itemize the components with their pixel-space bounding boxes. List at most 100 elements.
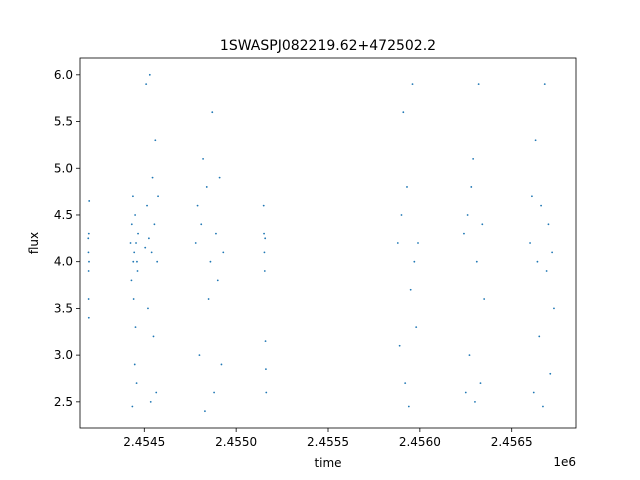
data-point: [129, 242, 132, 244]
data-point: [137, 232, 139, 235]
data-point: [146, 204, 148, 207]
data-point: [413, 260, 416, 263]
data-point: [400, 214, 403, 216]
data-point: [131, 405, 134, 408]
data-point: [417, 242, 419, 244]
data-point: [155, 391, 158, 394]
x-tick-label: 2.4550: [215, 435, 257, 449]
data-point: [470, 186, 473, 188]
data-point: [402, 111, 405, 114]
data-point: [147, 237, 150, 240]
data-point: [196, 204, 199, 207]
data-point: [468, 354, 471, 357]
data-point: [135, 382, 138, 385]
data-point: [218, 176, 221, 179]
y-tick-label: 3.0: [54, 348, 73, 362]
data-point: [88, 260, 90, 263]
data-point: [538, 335, 541, 338]
data-point: [466, 214, 469, 216]
data-point: [87, 251, 90, 254]
data-point: [477, 83, 480, 86]
data-point: [133, 363, 136, 366]
data-point: [475, 260, 478, 263]
data-point: [549, 372, 552, 375]
y-tick-label: 6.0: [54, 68, 73, 82]
data-point: [205, 186, 208, 188]
data-point: [136, 270, 139, 272]
y-tick-label: 5.5: [54, 115, 73, 129]
y-tick-label: 5.0: [54, 161, 73, 175]
data-point: [265, 391, 268, 394]
data-point: [398, 344, 401, 347]
data-point: [396, 242, 399, 244]
data-point: [404, 382, 407, 385]
data-point: [145, 83, 148, 86]
data-point: [409, 288, 412, 291]
data-point: [411, 83, 414, 86]
x-tick-label: 2.4560: [399, 435, 441, 449]
data-point: [198, 354, 201, 357]
data-point: [153, 223, 156, 226]
data-point: [151, 176, 154, 179]
data-point: [220, 363, 223, 366]
data-point: [415, 326, 418, 328]
data-point: [202, 158, 204, 160]
data-point: [130, 279, 133, 282]
data-point: [207, 298, 210, 300]
data-point: [472, 158, 475, 160]
data-point: [135, 242, 137, 244]
y-tick-label: 4.0: [54, 255, 73, 269]
data-point: [213, 391, 216, 394]
data-point: [134, 214, 137, 216]
data-point: [215, 232, 217, 235]
data-point: [211, 111, 214, 114]
data-point: [133, 251, 136, 254]
data-point: [263, 270, 266, 272]
y-axis-label: flux: [27, 232, 41, 254]
data-point: [263, 251, 266, 254]
x-tick-label: 2.4545: [123, 435, 165, 449]
data-point: [534, 139, 537, 142]
data-point: [547, 223, 550, 226]
data-point: [216, 279, 219, 282]
data-point: [542, 405, 544, 408]
data-point: [132, 298, 135, 300]
data-point: [479, 382, 482, 385]
data-point: [152, 335, 155, 338]
data-point: [204, 410, 206, 413]
chart-title: 1SWASPJ082219.62+472502.2: [220, 38, 436, 54]
data-point: [154, 139, 157, 142]
x-offset-label: 1e6: [553, 455, 576, 469]
data-point: [483, 298, 486, 300]
data-point: [264, 237, 267, 240]
data-point: [157, 195, 159, 198]
data-point: [148, 73, 151, 76]
data-point: [149, 400, 152, 403]
data-point: [156, 260, 159, 263]
data-point: [536, 260, 539, 263]
x-axis: 2.4545 2.4550 2.4555 2.4560 2.4565: [123, 428, 533, 449]
data-point: [134, 326, 137, 328]
data-point: [481, 223, 484, 226]
data-point: [463, 232, 465, 235]
data-point: [209, 260, 212, 263]
data-point: [87, 232, 90, 235]
data-point: [150, 251, 153, 254]
data-point: [194, 242, 197, 244]
data-point: [532, 391, 535, 394]
data-point: [222, 251, 225, 254]
data-point: [265, 368, 267, 371]
data-point: [132, 195, 134, 198]
data-point: [262, 204, 265, 207]
data-point: [136, 260, 138, 263]
data-point: [130, 223, 133, 226]
x-tick-label: 2.4565: [491, 435, 533, 449]
data-point: [474, 400, 476, 403]
data-points: [87, 73, 555, 413]
y-tick-label: 2.5: [54, 395, 73, 409]
data-point: [464, 391, 467, 394]
data-point: [543, 83, 546, 86]
data-point: [407, 405, 410, 408]
data-point: [144, 246, 147, 249]
